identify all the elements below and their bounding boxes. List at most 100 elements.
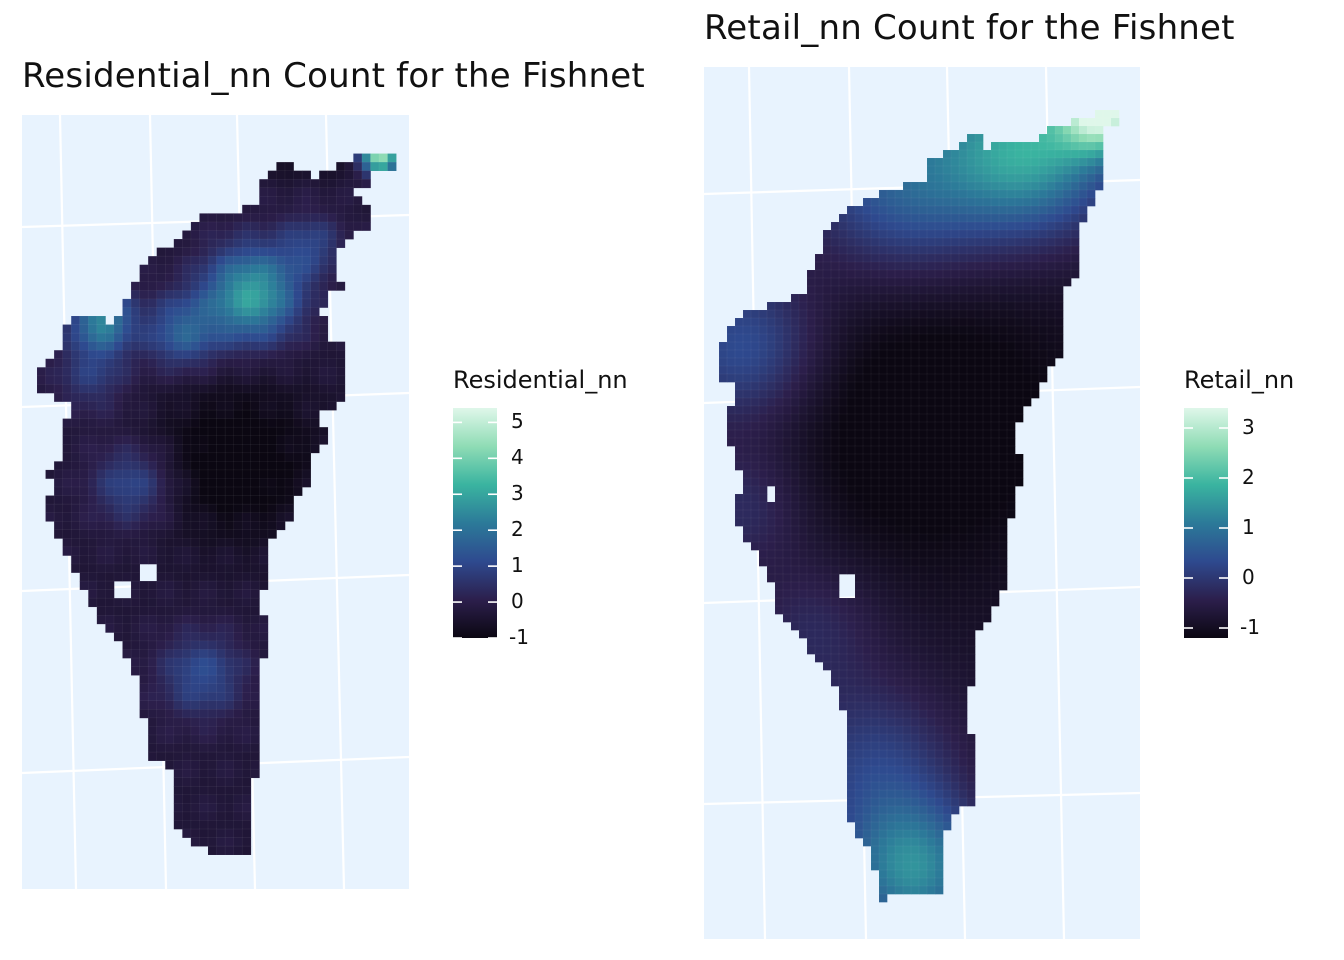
fishnet-cell xyxy=(806,469,816,479)
fishnet-cell xyxy=(814,293,824,303)
fishnet-cell xyxy=(224,349,235,360)
fishnet-cell xyxy=(838,677,848,687)
fishnet-cell xyxy=(902,669,912,679)
fishnet-cell xyxy=(910,573,920,583)
fishnet-cell xyxy=(207,290,218,300)
fishnet-cell xyxy=(790,365,800,375)
fishnet-cell xyxy=(886,269,896,279)
fishnet-cell xyxy=(284,238,295,249)
fishnet-cell xyxy=(958,677,968,687)
fishnet-cell xyxy=(870,421,880,431)
fishnet-cell xyxy=(950,413,960,423)
fishnet-cell xyxy=(798,397,808,407)
fishnet-cell xyxy=(53,367,64,377)
fishnet-cell xyxy=(216,281,226,291)
fishnet-cell xyxy=(950,277,960,287)
fishnet-cell xyxy=(910,189,920,199)
fishnet-cell xyxy=(173,632,183,642)
fishnet-cell xyxy=(806,517,816,527)
fishnet-cell xyxy=(207,615,218,625)
fishnet-cell xyxy=(966,733,976,743)
fishnet-cell xyxy=(918,381,928,391)
fishnet-cell xyxy=(910,693,920,703)
fishnet-cell xyxy=(1078,181,1088,191)
fishnet-cell xyxy=(862,525,872,535)
fishnet-cell xyxy=(926,581,936,591)
fishnet-cell xyxy=(259,649,269,659)
fishnet-cell xyxy=(902,221,912,231)
fishnet-cell xyxy=(327,341,337,351)
fishnet-cell xyxy=(173,255,183,266)
fishnet-cell xyxy=(45,384,55,394)
fishnet-cell xyxy=(293,213,303,223)
fishnet-cell xyxy=(182,273,192,283)
fishnet-cell xyxy=(259,632,269,642)
fishnet-cell xyxy=(942,421,952,431)
fishnet-cell xyxy=(878,877,888,887)
fishnet-cell xyxy=(902,829,912,839)
fishnet-cell xyxy=(173,264,183,274)
fishnet-cell xyxy=(327,247,337,257)
fishnet-cell xyxy=(250,230,260,240)
fishnet-cell xyxy=(224,760,235,770)
fishnet-cell xyxy=(846,557,856,567)
fishnet-cell xyxy=(156,409,166,420)
fishnet-cell xyxy=(902,349,912,359)
fishnet-cell xyxy=(216,546,226,557)
fishnet-cell xyxy=(182,401,192,411)
fishnet-cell xyxy=(1046,197,1056,207)
fishnet-cell xyxy=(886,621,896,631)
fishnet-cell xyxy=(70,529,81,539)
fishnet-cell xyxy=(1054,285,1064,295)
fishnet-cell xyxy=(130,615,141,625)
fishnet-cell xyxy=(199,332,209,343)
fishnet-cell xyxy=(241,700,252,710)
fishnet-cell xyxy=(918,213,928,223)
fishnet-cell xyxy=(250,520,260,531)
fishnet-cell xyxy=(62,452,72,462)
fishnet-cell xyxy=(276,418,286,428)
fishnet-cell xyxy=(910,269,920,279)
fishnet-cell xyxy=(862,237,872,247)
fishnet-cell xyxy=(250,221,260,232)
fishnet-cell xyxy=(902,805,912,815)
fishnet-cell xyxy=(846,757,856,767)
fishnet-cell xyxy=(147,495,158,505)
fishnet-cell xyxy=(774,365,784,375)
fishnet-cell xyxy=(1030,325,1040,335)
fishnet-cell xyxy=(1046,293,1056,303)
fishnet-cell xyxy=(766,405,776,415)
fishnet-cell xyxy=(846,645,856,655)
fishnet-cell xyxy=(894,405,904,415)
fishnet-cell xyxy=(934,765,944,775)
fishnet-cell xyxy=(974,357,984,367)
fishnet-cell xyxy=(336,238,346,249)
fishnet-cell xyxy=(974,397,984,407)
fishnet-cell xyxy=(838,413,848,423)
fishnet-cell xyxy=(1054,173,1064,183)
fishnet-cell xyxy=(854,669,864,679)
fishnet-cell xyxy=(207,760,218,770)
fishnet-cell xyxy=(156,478,166,488)
fishnet-cell xyxy=(79,538,89,548)
fishnet-cell xyxy=(894,437,904,447)
fishnet-cell xyxy=(902,613,912,623)
fishnet-cell xyxy=(958,477,968,487)
fishnet-cell xyxy=(982,541,992,551)
fishnet-cell xyxy=(838,301,848,311)
fishnet-cell xyxy=(910,181,920,191)
fishnet-cell xyxy=(147,418,158,428)
fishnet-cell xyxy=(998,541,1008,551)
fishnet-cell xyxy=(310,435,320,445)
fishnet-cell xyxy=(862,597,872,607)
fishnet-cell xyxy=(293,264,303,274)
fishnet-cell xyxy=(806,565,816,575)
fishnet-cell xyxy=(798,413,808,423)
fishnet-cell xyxy=(250,683,260,693)
fishnet-cell xyxy=(216,632,226,642)
fishnet-cell xyxy=(327,255,337,266)
fishnet-cell xyxy=(1054,253,1064,263)
fishnet-cell xyxy=(966,157,976,167)
fishnet-cell xyxy=(182,760,192,770)
fishnet-cell xyxy=(233,486,243,497)
